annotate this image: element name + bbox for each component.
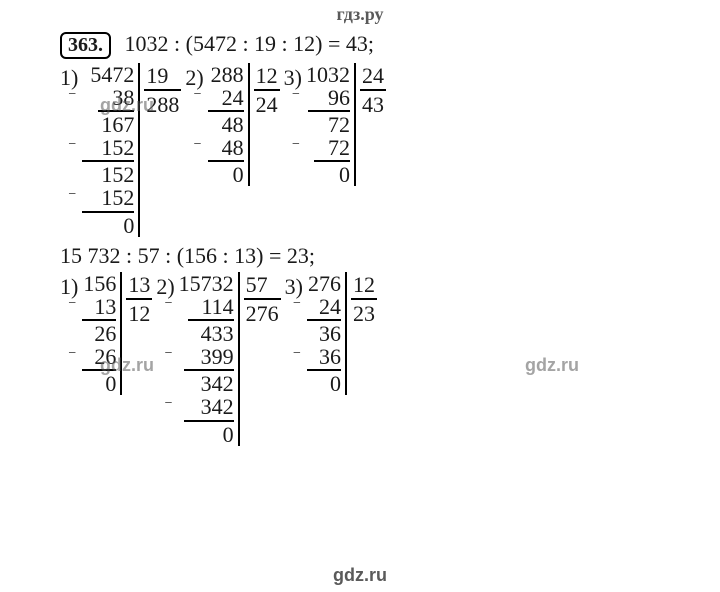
longdiv-1-2: 28824484801224 [208,63,280,186]
longdiv-2-3: 27624363601223 [307,272,377,395]
page-footer: gdz.ru [0,565,720,586]
set1-row: 1) 547238167152152152019288 2) 288244848… [60,63,670,237]
equation-2: 15 732 : 57 : (156 : 13) = 23; [60,243,315,268]
problem-number: 363. [60,32,111,59]
longdiv-1-1: 547238167152152152019288 [82,63,181,237]
equation-2-line: 15 732 : 57 : (156 : 13) = 23; [60,243,670,268]
longdiv-2-2: 15732114433399342342057276 [179,272,281,446]
longdiv-2-1: 15613262601312 [82,272,152,395]
longdiv-1-3: 103296727202443 [306,63,386,186]
equation-1-line: 363. 1032 : (5472 : 19 : 12) = 43; [60,31,670,59]
page-header: гдз.ру [0,0,720,25]
equation-1: 1032 : (5472 : 19 : 12) = 43; [125,31,375,56]
set2-row: 1) 15613262601312 2) 1573211443339934234… [60,272,670,446]
content-area: 363. 1032 : (5472 : 19 : 12) = 43; 1) 54… [0,25,720,446]
